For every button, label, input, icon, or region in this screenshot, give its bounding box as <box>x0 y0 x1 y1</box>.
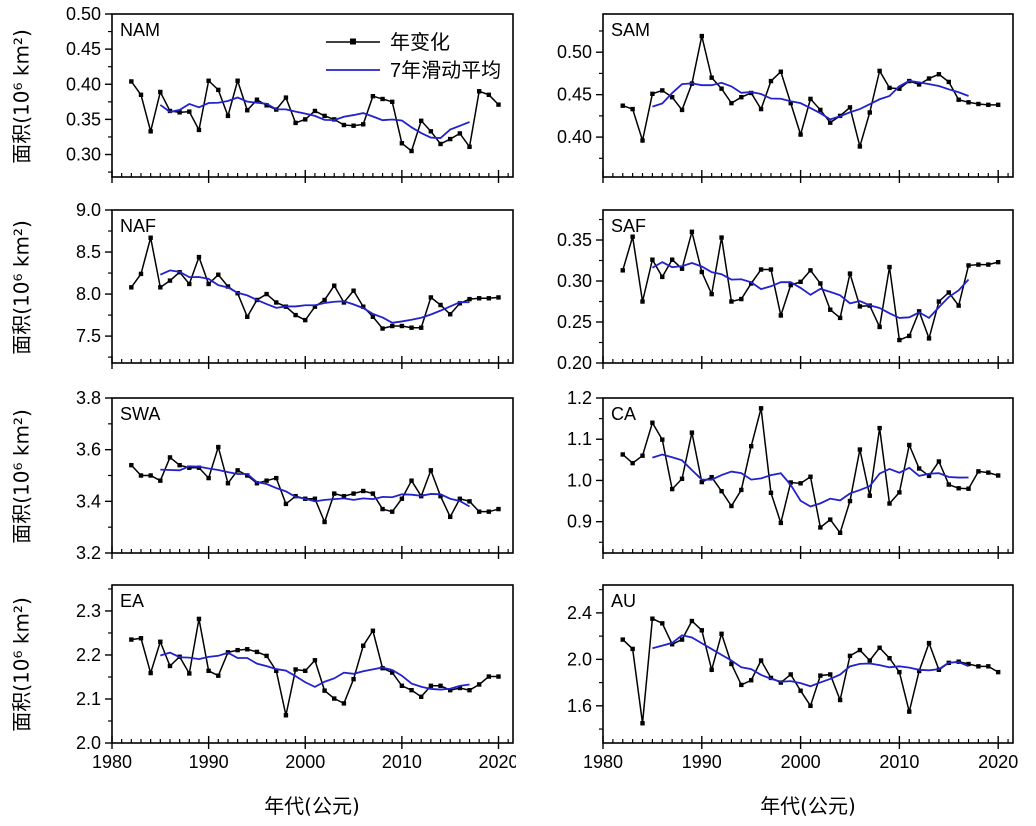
y-axis-title-row1: 面积(10⁶ km²) <box>9 29 34 164</box>
svg-text:2.1: 2.1 <box>76 689 101 709</box>
svg-text:1.6: 1.6 <box>567 696 592 716</box>
y-axis-title-row2: 面积(10⁶ km²) <box>9 220 34 355</box>
svg-text:7年滑动平均: 7年滑动平均 <box>390 59 501 82</box>
chart-panel-naf: 7.5 8.0 8.5 9.0 NAF <box>76 200 514 369</box>
svg-text:0.20: 0.20 <box>557 353 592 373</box>
svg-text:2.4: 2.4 <box>567 603 592 623</box>
svg-text:9.0: 9.0 <box>76 200 101 220</box>
svg-text:0.9: 0.9 <box>567 512 592 532</box>
svg-text:3.4: 3.4 <box>76 491 101 511</box>
svg-text:3.2: 3.2 <box>76 543 101 563</box>
svg-text:0.45: 0.45 <box>66 39 101 59</box>
svg-text:0.35: 0.35 <box>557 230 592 250</box>
chart-panel-saf: 0.20 0.25 0.30 0.35 SAF <box>557 209 1014 373</box>
chart-panel-nam: 0.30 0.35 0.40 0.45 0.50 NAM 年变化 7年滑动平均 <box>66 4 514 183</box>
svg-text:EA: EA <box>120 591 144 611</box>
svg-text:2020: 2020 <box>978 752 1018 772</box>
svg-text:1980: 1980 <box>583 752 623 772</box>
svg-text:NAM: NAM <box>120 20 160 40</box>
svg-text:SAM: SAM <box>611 20 650 40</box>
chart-panel-au: 1980 1990 2000 2010 2020 1.6 2.0 2.4 AU <box>567 584 1018 772</box>
chart-panel-swa: 3.2 3.4 3.6 3.8 SWA <box>76 388 514 563</box>
chart-panel-sam: 0.40 0.45 0.50 SAM <box>557 13 1014 183</box>
svg-text:1990: 1990 <box>189 752 229 772</box>
svg-text:AU: AU <box>611 591 636 611</box>
svg-text:2010: 2010 <box>879 752 919 772</box>
chart-panel-ca: 0.9 1.0 1.1 1.2 CA <box>567 388 1014 559</box>
svg-text:CA: CA <box>611 404 636 424</box>
svg-text:2.2: 2.2 <box>76 645 101 665</box>
chart-panel-ea: 1980 1990 2000 2010 2020 2.0 2.1 2.2 2.3 EA <box>76 584 516 772</box>
svg-text:0.40: 0.40 <box>66 74 101 94</box>
svg-text:年变化: 年变化 <box>390 31 450 54</box>
svg-text:0.30: 0.30 <box>557 271 592 291</box>
svg-text:3.6: 3.6 <box>76 440 101 460</box>
svg-text:0.50: 0.50 <box>66 4 101 24</box>
svg-text:1990: 1990 <box>682 752 722 772</box>
svg-text:0.45: 0.45 <box>557 85 592 105</box>
x-axis-title-left: 年代(公元) <box>264 794 360 818</box>
svg-text:2010: 2010 <box>382 752 422 772</box>
svg-text:NAF: NAF <box>120 216 156 236</box>
svg-text:7.5: 7.5 <box>76 326 101 346</box>
svg-text:SAF: SAF <box>611 216 646 236</box>
svg-text:1.0: 1.0 <box>567 470 592 490</box>
svg-text:0.25: 0.25 <box>557 312 592 332</box>
svg-text:8.0: 8.0 <box>76 284 101 304</box>
svg-text:2000: 2000 <box>285 752 325 772</box>
svg-text:2000: 2000 <box>781 752 821 772</box>
svg-text:8.5: 8.5 <box>76 242 101 262</box>
y-axis-title-row3: 面积(10⁶ km²) <box>9 409 34 544</box>
svg-text:0.50: 0.50 <box>557 42 592 62</box>
svg-text:1.1: 1.1 <box>567 429 592 449</box>
svg-text:0.30: 0.30 <box>66 145 101 165</box>
y-axis-title-row4: 面积(10⁶ km²) <box>9 597 34 732</box>
svg-text:2.0: 2.0 <box>567 649 592 669</box>
svg-text:0.40: 0.40 <box>557 127 592 147</box>
svg-text:2.3: 2.3 <box>76 601 101 621</box>
x-axis-title-right: 年代(公元) <box>760 794 856 818</box>
svg-text:0.35: 0.35 <box>66 109 101 129</box>
svg-text:SWA: SWA <box>120 404 160 424</box>
svg-text:2.0: 2.0 <box>76 733 101 753</box>
svg-text:1.2: 1.2 <box>567 388 592 408</box>
svg-text:3.8: 3.8 <box>76 388 101 408</box>
svg-text:1980: 1980 <box>92 752 132 772</box>
svg-text:2020: 2020 <box>478 752 516 772</box>
